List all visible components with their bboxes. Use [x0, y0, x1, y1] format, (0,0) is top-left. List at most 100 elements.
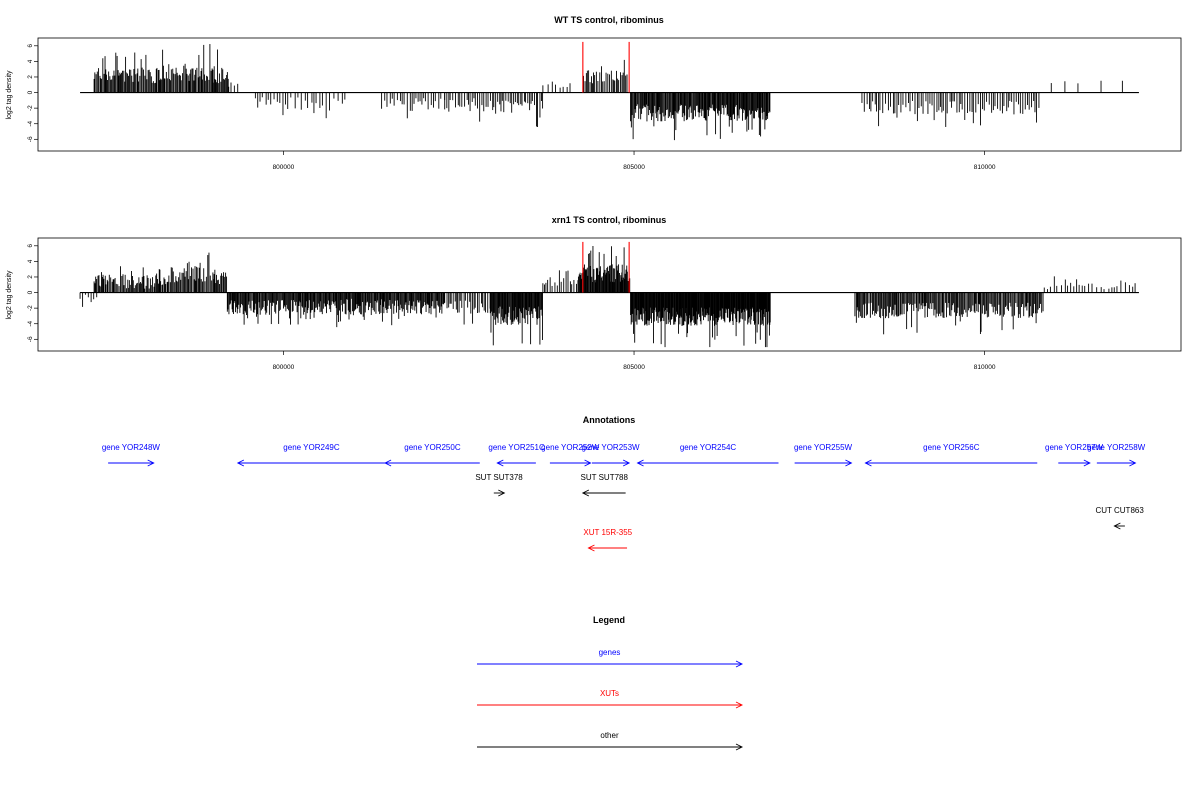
- legend-entry-xuts: XUTs: [477, 689, 744, 709]
- x-tick-label: 800000: [273, 364, 295, 371]
- feature-arrowhead: [864, 459, 872, 467]
- annotation-gene: gene YOR257W: [1045, 443, 1104, 467]
- annotation-gene: gene YOR253W: [581, 443, 640, 467]
- y-tick: 4: [27, 259, 38, 263]
- feature-arrowhead: [584, 459, 592, 467]
- annotations-title: Annotations: [583, 415, 636, 425]
- legend-entry-genes: genes: [477, 648, 744, 668]
- y-tick: 6: [27, 244, 38, 248]
- feature-arrowhead: [384, 459, 392, 467]
- annotation-gene: gene YOR258W: [1087, 443, 1146, 467]
- x-tick: 800000: [273, 351, 295, 371]
- markers-xrn1: [582, 241, 630, 293]
- y-tick-label: 2: [27, 75, 34, 79]
- y-tick-label: 6: [27, 244, 34, 248]
- y-tick: 4: [27, 59, 38, 63]
- feature-label: gene YOR251C: [488, 443, 545, 452]
- feature-label: gene YOR249C: [283, 443, 340, 452]
- annotation-gene: gene YOR254C: [636, 443, 779, 467]
- y-tick-label: 0: [27, 90, 34, 94]
- y-tick-label: -6: [27, 336, 34, 342]
- legend-arrowhead: [735, 743, 744, 751]
- annotation-gene: gene YOR255W: [794, 443, 853, 467]
- annotation-gene: gene YOR251C: [488, 443, 545, 467]
- annotation-features: gene YOR248W gene YOR249C gene YOR250C gene…: [102, 443, 1146, 552]
- legend-label: genes: [599, 648, 621, 657]
- x-tick: 805000: [623, 351, 645, 371]
- x-tick-label: 810000: [974, 364, 996, 371]
- y-tick: -6: [27, 136, 38, 142]
- annotation-xut: XUT 15R-355: [583, 528, 633, 552]
- y-tick-label: -4: [27, 320, 34, 326]
- y-tick-label: -2: [27, 105, 34, 111]
- y-tick: 6: [27, 44, 38, 48]
- x-tick-label: 810000: [974, 164, 996, 171]
- y-tick-label: 0: [27, 290, 34, 294]
- annotation-other: SUT SUT378: [475, 473, 523, 497]
- x-tick: 810000: [974, 351, 996, 371]
- feature-arrowhead: [498, 489, 506, 497]
- y-tick-label: -4: [27, 120, 34, 126]
- annotation-other: CUT CUT863: [1095, 506, 1144, 530]
- feature-label: SUT SUT378: [475, 473, 523, 482]
- panel-title-wt: WT TS control, ribominus: [554, 15, 664, 25]
- x-tick: 810000: [974, 151, 996, 171]
- x-axis-wt: 800000 805000 810000: [273, 151, 996, 171]
- y-tick-label: 2: [27, 275, 34, 279]
- y-tick-label: -2: [27, 305, 34, 311]
- feature-arrowhead: [1129, 459, 1137, 467]
- annotation-gene: gene YOR252W: [541, 443, 600, 467]
- feature-arrowhead: [496, 459, 504, 467]
- feature-arrowhead: [845, 459, 853, 467]
- y-tick: -2: [27, 305, 38, 311]
- feature-arrowhead: [1083, 459, 1091, 467]
- y-tick: -4: [27, 320, 38, 327]
- feature-arrowhead: [1113, 522, 1121, 530]
- feature-arrowhead: [147, 459, 155, 467]
- x-tick-label: 805000: [623, 164, 645, 171]
- feature-arrowhead: [636, 459, 644, 467]
- feature-label: gene YOR255W: [794, 443, 853, 452]
- legend-label: XUTs: [600, 689, 619, 698]
- y-tick: 0: [27, 290, 38, 294]
- x-tick: 800000: [273, 151, 295, 171]
- x-tick-label: 805000: [623, 364, 645, 371]
- y-tick: -2: [27, 105, 38, 111]
- legend-title: Legend: [593, 615, 625, 625]
- track-panel-wt: WT TS control, ribominus log2 tag densit…: [6, 15, 1182, 171]
- legend-label: other: [600, 731, 619, 740]
- x-axis-xrn1: 800000 805000 810000: [273, 351, 996, 371]
- annotations-panel: Annotations gene YOR248W gene YOR249C gene…: [102, 415, 1146, 552]
- y-tick-label: 4: [27, 259, 34, 263]
- annotation-gene: gene YOR250C: [384, 443, 480, 467]
- feature-arrowhead: [236, 459, 245, 467]
- legend-panel: Legend genes XUTs other: [477, 615, 744, 751]
- y-tick-label: -6: [27, 136, 34, 142]
- feature-label: CUT CUT863: [1095, 506, 1144, 515]
- y-tick-label: 6: [27, 44, 34, 48]
- feature-arrowhead: [587, 544, 595, 552]
- legend-items: genes XUTs other: [477, 648, 744, 751]
- legend-arrowhead: [735, 660, 744, 668]
- feature-label: gene YOR254C: [680, 443, 737, 452]
- feature-label: gene YOR256C: [923, 443, 980, 452]
- feature-label: gene YOR253W: [581, 443, 640, 452]
- panel-title-xrn1: xrn1 TS control, ribominus: [552, 215, 667, 225]
- legend-arrowhead: [735, 701, 744, 709]
- legend-entry-other: other: [477, 731, 744, 751]
- feature-label: gene YOR252W: [541, 443, 600, 452]
- y-axis-label-wt: log2 tag density: [6, 70, 13, 120]
- annotation-gene: gene YOR248W: [102, 443, 160, 467]
- annotation-gene: gene YOR256C: [864, 443, 1038, 467]
- density-bars-wt: [93, 44, 1123, 141]
- annotation-other: SUT SUT788: [581, 473, 629, 497]
- feature-label: SUT SUT788: [581, 473, 629, 482]
- feature-label: gene YOR250C: [404, 443, 461, 452]
- x-tick-label: 800000: [273, 164, 295, 171]
- y-tick: -4: [27, 120, 38, 127]
- feature-label: XUT 15R-355: [583, 528, 632, 537]
- feature-arrowhead: [622, 459, 631, 467]
- y-axis-wt: 6 4 2 0 -2 -4 -6: [27, 44, 39, 142]
- y-tick: -6: [27, 336, 38, 342]
- density-bars-xrn1: [79, 246, 1136, 348]
